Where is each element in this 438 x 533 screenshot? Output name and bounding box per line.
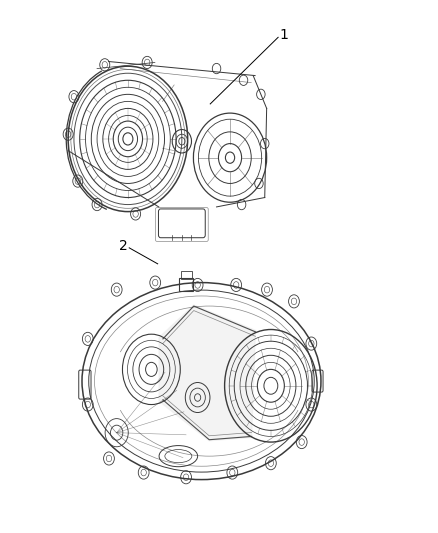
Text: 1: 1 — [279, 28, 288, 42]
Polygon shape — [159, 305, 255, 441]
Text: 2: 2 — [119, 239, 128, 253]
